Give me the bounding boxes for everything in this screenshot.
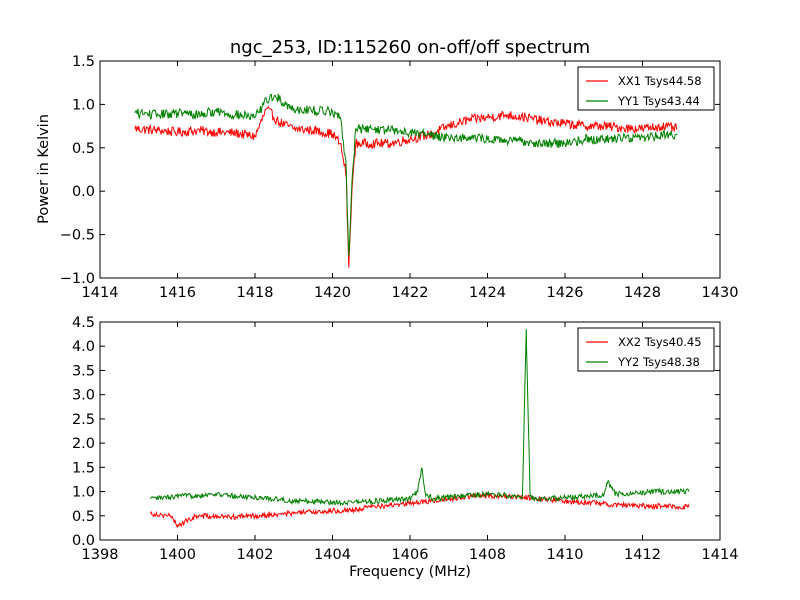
x-tick-label: 1424 xyxy=(469,285,506,301)
y-tick-label: 0.5 xyxy=(72,509,95,525)
x-tick-label: 1412 xyxy=(624,547,661,563)
x-tick-label: 1404 xyxy=(314,547,351,563)
x-tick-label: 1420 xyxy=(314,285,351,301)
y-axis-label: Power in Kelvin xyxy=(36,114,52,224)
legend-label: XX2 Tsys40.45 xyxy=(618,335,702,349)
legend-label: YY2 Tsys48.38 xyxy=(617,355,700,369)
x-tick-label: 1400 xyxy=(159,547,196,563)
y-tick-label: 1.0 xyxy=(72,485,95,501)
y-tick-label: 3.0 xyxy=(72,388,95,404)
x-tick-label: 1406 xyxy=(392,547,429,563)
series-line-yy2-tsys48-38 xyxy=(149,329,690,507)
y-tick-label: −0.5 xyxy=(60,228,95,244)
x-tick-label: 1410 xyxy=(547,547,584,563)
legend-box xyxy=(577,66,715,111)
y-tick-label: 0.0 xyxy=(72,184,95,200)
x-tick-label: 1418 xyxy=(237,285,274,301)
y-tick-label: 4.5 xyxy=(72,315,95,331)
x-tick-label: 1428 xyxy=(624,285,661,301)
x-tick-label: 1402 xyxy=(237,547,274,563)
x-tick-label: 1430 xyxy=(702,285,739,301)
legend-label: XX1 Tsys44.58 xyxy=(618,74,702,88)
y-tick-label: 3.5 xyxy=(72,363,95,379)
x-tick-label: 1422 xyxy=(392,285,429,301)
series-line-xx2-tsys40-45 xyxy=(149,491,690,528)
y-tick-label: −1.0 xyxy=(60,271,95,287)
chart-title: ngc_253, ID:115260 on-off/off spectrum xyxy=(230,37,590,58)
y-tick-label: 1.5 xyxy=(72,460,95,476)
top-panel: 1414 1416 1418 1420 1422 1424 1426 1428 1430 −1.0… xyxy=(60,54,739,301)
y-tick-label: 2.5 xyxy=(72,412,95,428)
series-line-xx1-tsys44-58 xyxy=(134,105,678,268)
legend: XX2 Tsys40.45 YY2 Tsys48.38 xyxy=(577,327,715,372)
bottom-panel: 1398 1400 1402 1404 1406 1408 1410 1412 1414 0.0 0… xyxy=(72,315,739,563)
y-tick-label: 0.5 xyxy=(72,141,95,157)
y-tick-label: 1.5 xyxy=(72,54,95,70)
y-tick-label: 4.0 xyxy=(72,339,95,355)
series-line-yy1-tsys43-44 xyxy=(134,93,678,257)
x-tick-label: 1414 xyxy=(702,547,739,563)
legend-label: YY1 Tsys43.44 xyxy=(617,94,700,108)
legend-box xyxy=(577,327,715,372)
x-tick-label: 1414 xyxy=(82,285,119,301)
x-tick-label: 1408 xyxy=(469,547,506,563)
x-tick-label: 1398 xyxy=(82,547,119,563)
legend: XX1 Tsys44.58 YY1 Tsys43.44 xyxy=(577,66,715,111)
x-tick-label: 1416 xyxy=(159,285,196,301)
y-tick-label: 2.0 xyxy=(72,436,95,452)
y-tick-label: 0.0 xyxy=(72,533,95,549)
x-tick-label: 1426 xyxy=(547,285,584,301)
x-axis-label: Frequency (MHz) xyxy=(349,564,471,580)
y-tick-label: 1.0 xyxy=(72,97,95,113)
